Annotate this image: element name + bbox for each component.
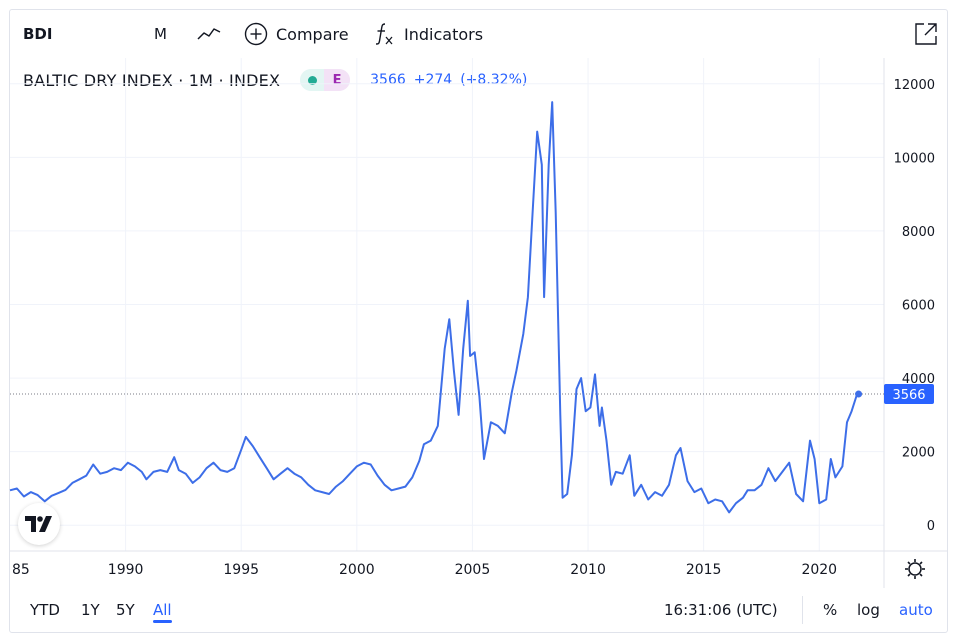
price-change: +274 [413,72,453,88]
compare-label: Compare [276,24,349,44]
range-1y[interactable]: 1Y [81,601,100,619]
tradingview-logo-icon [25,516,52,532]
price-change-pct: (+8.32%) [460,72,528,88]
chart-frame [9,9,948,633]
tradingview-logo[interactable] [18,503,60,545]
symbol-button[interactable]: BDI [23,25,53,43]
auto-scale-button[interactable]: auto [899,601,933,619]
log-scale-button[interactable]: log [857,601,880,619]
status-dot-wrap [300,69,325,91]
quote-values: 3566 +274 (+8.32%) [370,72,527,88]
range-5y[interactable]: 5Y [116,601,135,619]
external-link-icon [915,23,937,45]
top-toolbar: BDI M Compare Indicators [10,10,947,58]
chart-type-button[interactable] [196,10,222,58]
interval-button[interactable]: M [154,25,167,43]
toolbar-separator [802,596,803,624]
legend: BALTIC DRY INDEX · 1M · INDEX E 3566 +27… [23,68,527,92]
status-letter: E [324,69,351,91]
market-open-dot [307,75,317,85]
compare-button[interactable]: Compare [244,10,349,58]
fullscreen-button[interactable] [913,10,939,58]
indicators-label: Indicators [404,24,484,44]
percent-scale-button[interactable]: % [823,601,838,619]
series-title[interactable]: BALTIC DRY INDEX · 1M · INDEX [23,70,281,90]
range-ytd[interactable]: YTD [30,601,60,619]
range-all[interactable]: All [153,588,172,632]
plus-circle-icon [244,22,268,46]
line-chart-icon [197,28,221,40]
function-icon [375,23,393,45]
bottom-toolbar: YTD 1Y 5Y All 16:31:06 (UTC) % log auto [10,588,947,632]
last-price: 3566 [370,72,406,88]
clock[interactable]: 16:31:06 (UTC) [664,601,778,619]
indicators-button[interactable]: Indicators [374,10,483,58]
market-status-badge[interactable]: E [300,69,351,91]
